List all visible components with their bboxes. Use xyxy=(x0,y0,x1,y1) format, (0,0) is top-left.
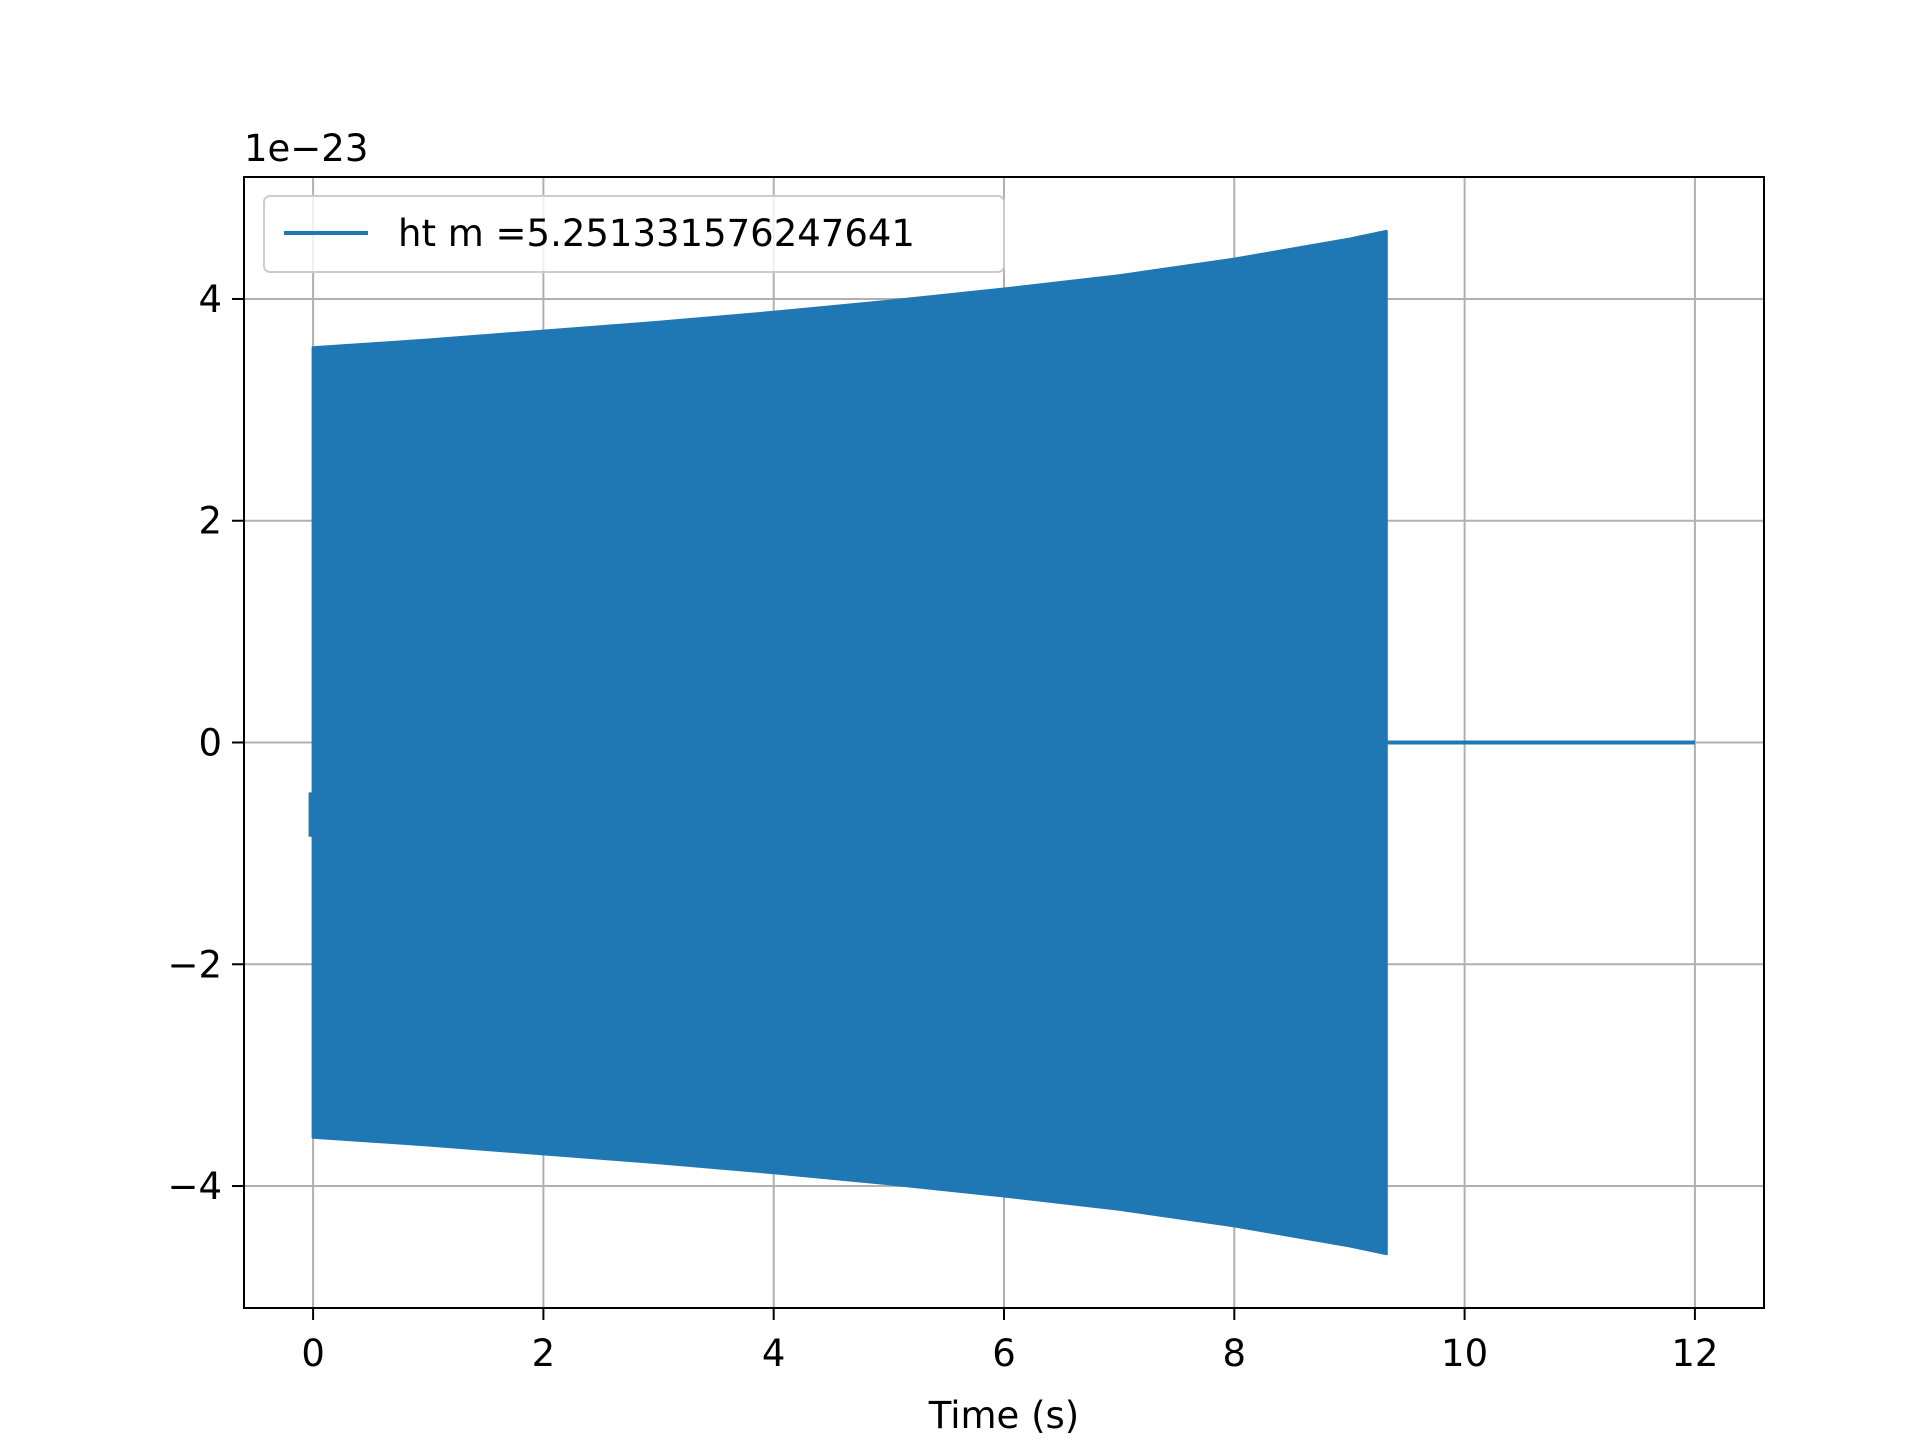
legend-box xyxy=(263,195,1005,273)
x-tick-label: 12 xyxy=(1671,1332,1718,1375)
x-tick-label: 6 xyxy=(992,1332,1016,1375)
y-tick-label: 0 xyxy=(198,722,222,765)
y-tick-label: 4 xyxy=(198,278,222,321)
x-tick-label: 10 xyxy=(1441,1332,1488,1375)
x-tick-label: 4 xyxy=(762,1332,786,1375)
ticks-layer: 0 2 4 6 8 10 12 −4 −2 0 2 4 xyxy=(167,278,1718,1375)
y-offset-label: 1e−23 xyxy=(244,127,368,170)
series-ht-signal-band xyxy=(311,229,1388,1256)
y-tick-label: 2 xyxy=(198,500,222,543)
x-tick-label: 2 xyxy=(532,1332,556,1375)
series-layer xyxy=(308,229,1695,1256)
x-tick-label: 0 xyxy=(301,1332,325,1375)
legend-label-ht: ht m =5.251331576247641 xyxy=(398,212,915,255)
y-tick-label: −2 xyxy=(167,943,222,986)
x-axis-label: Time (s) xyxy=(928,1394,1079,1437)
x-tick-label: 8 xyxy=(1223,1332,1247,1375)
y-tick-label: −4 xyxy=(167,1165,222,1208)
legend: ht m =5.251331576247641 xyxy=(263,195,1005,273)
